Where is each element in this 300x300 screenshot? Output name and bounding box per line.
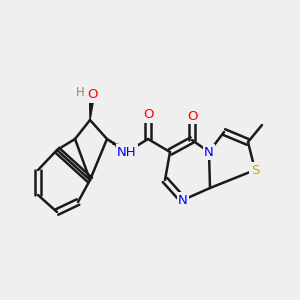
Text: NH: NH bbox=[117, 146, 137, 158]
Text: O: O bbox=[87, 88, 97, 101]
Text: O: O bbox=[143, 109, 153, 122]
Text: S: S bbox=[251, 164, 259, 176]
Polygon shape bbox=[89, 95, 94, 120]
Text: N: N bbox=[204, 146, 214, 158]
Text: O: O bbox=[187, 110, 197, 122]
Text: N: N bbox=[178, 194, 188, 206]
Text: H: H bbox=[76, 86, 84, 100]
